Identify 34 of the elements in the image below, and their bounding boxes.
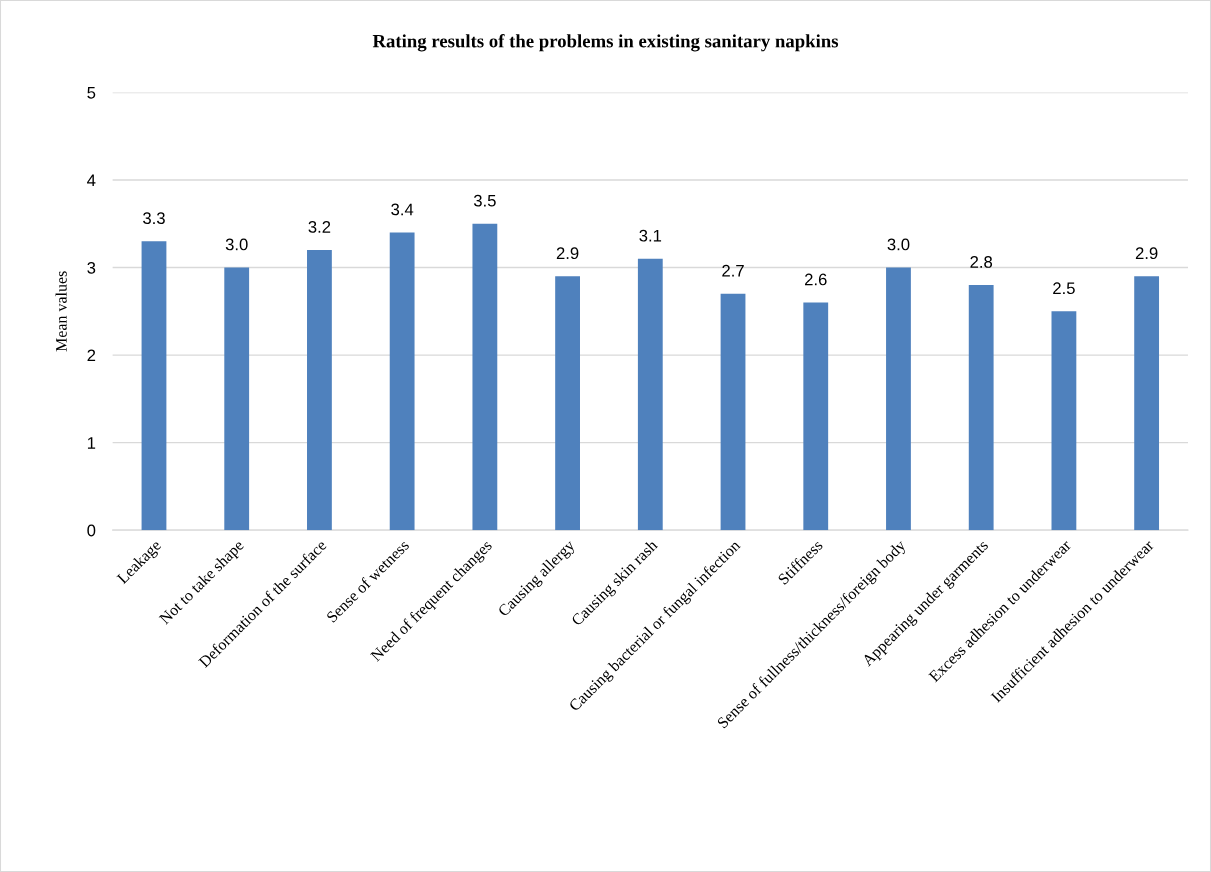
bar [555,276,580,531]
bar [1134,276,1160,531]
data-label: 2.9 [1135,247,1158,260]
bar [141,241,167,531]
data-label: 3.3 [143,212,165,225]
bar [472,223,498,531]
bar [803,302,829,531]
data-label: 3.1 [639,229,662,242]
data-label: 2.8 [970,256,993,268]
data-label: 3.0 [225,238,248,251]
bar [720,293,746,531]
y-tick-label: 0 [87,524,96,537]
bar [1051,311,1077,531]
bar [637,258,663,531]
data-label: 2.7 [722,264,744,277]
data-label: 3.2 [308,221,331,233]
bar [307,250,332,531]
bar [389,232,415,531]
bar [886,267,911,531]
y-tick-label: 4 [87,174,96,187]
y-axis-title: Mean values [55,271,67,352]
data-label: 3.4 [391,203,414,216]
data-label: 3.0 [887,238,910,251]
y-tick-label: 2 [87,349,96,362]
chart-title: Rating results of the problems in existing sanitary napkins [372,34,839,52]
data-label: 2.5 [1053,282,1075,295]
y-tick-label: 1 [87,437,96,449]
data-label: 2.6 [805,273,827,286]
bar [968,285,994,531]
y-tick-label: 5 [87,87,96,99]
data-label: 3.5 [473,194,496,207]
data-label: 2.9 [556,247,579,260]
bar [224,267,250,531]
y-tick-label: 3 [87,261,96,274]
